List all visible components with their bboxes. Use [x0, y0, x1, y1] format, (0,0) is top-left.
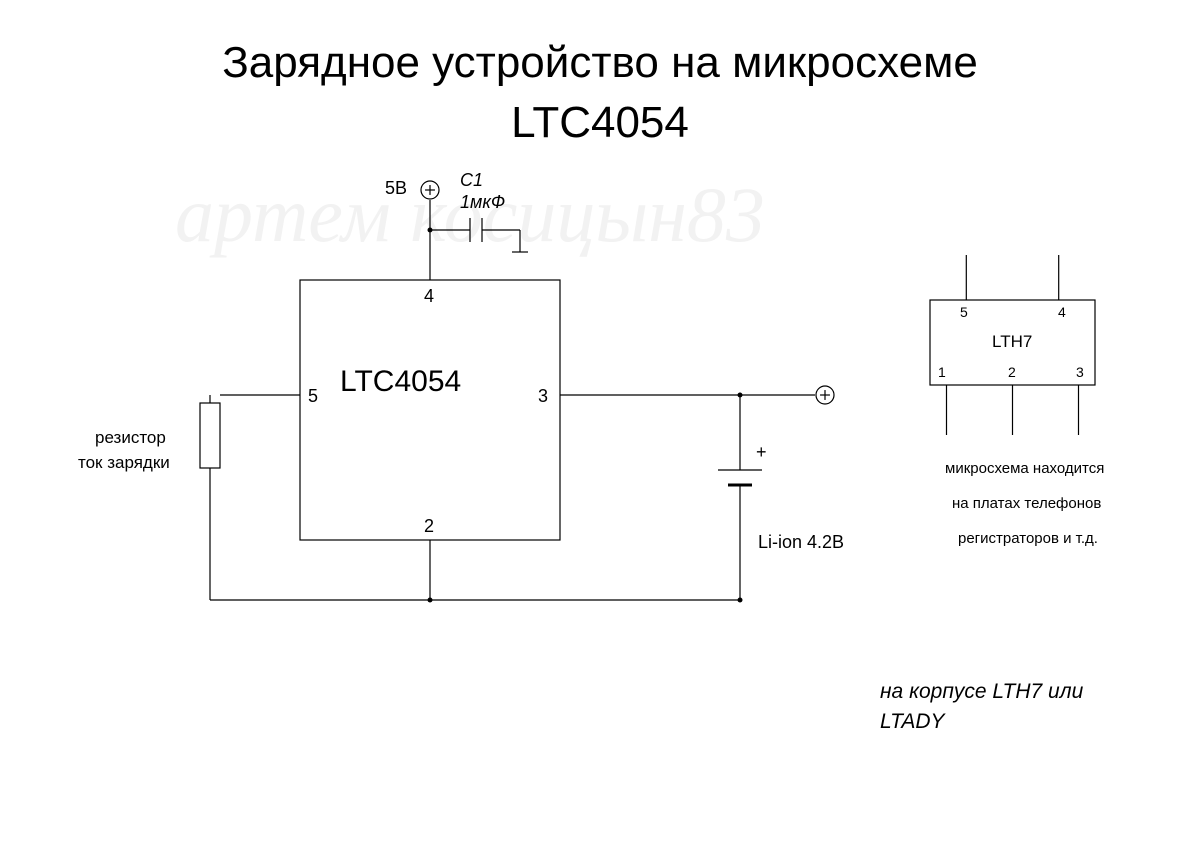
pinout-pin-1: 1 [938, 364, 946, 380]
resistor-label-1: резистор [95, 428, 166, 448]
capacitor-value: 1мкФ [460, 192, 505, 213]
pinout-note-1: микросхема находится [945, 460, 1104, 477]
chip-label: LTC4054 [340, 365, 461, 399]
pinout-note-2: на платах телефонов [952, 495, 1101, 512]
pinout-note-3: регистраторов и т.д. [958, 530, 1098, 547]
pin-2-label: 2 [424, 516, 434, 537]
battery-label: Li-ion 4.2В [758, 532, 844, 553]
capacitor-ref: C1 [460, 170, 483, 191]
footer-line-1: на корпусе LTH7 или [880, 680, 1083, 704]
pinout-pin-2: 2 [1008, 364, 1016, 380]
pinout-chip-label: LTH7 [992, 332, 1032, 352]
supply-label: 5В [385, 178, 407, 199]
pin-3-label: 3 [538, 386, 548, 407]
footer-line-2: LTADY [880, 710, 945, 734]
resistor-label-2: ток зарядки [78, 453, 170, 473]
pinout-pin-3: 3 [1076, 364, 1084, 380]
pinout-pin-4: 4 [1058, 304, 1066, 320]
schematic-svg [0, 0, 1200, 849]
pin-5-label: 5 [308, 386, 318, 407]
pinout-pin-5: 5 [960, 304, 968, 320]
pin-4-label: 4 [424, 286, 434, 307]
battery-plus: + [756, 442, 767, 463]
